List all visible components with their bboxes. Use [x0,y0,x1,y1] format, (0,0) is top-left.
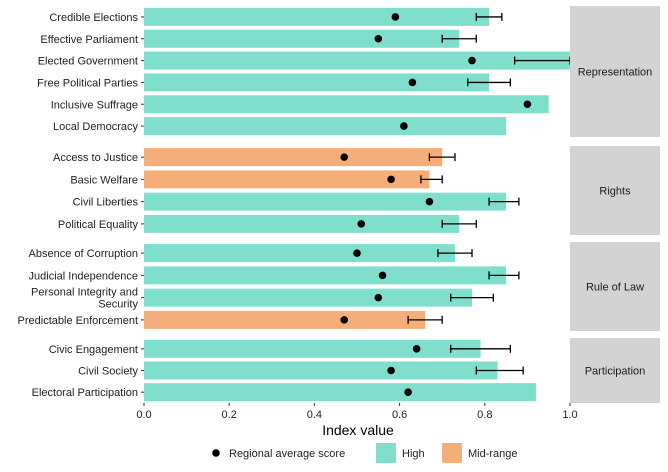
avg-point-civil-society [387,366,395,375]
bar-absence-of-corruption [144,244,455,263]
category-label-civil-liberties: Civil Liberties [73,197,139,209]
strip-participation [570,338,660,403]
panel-rule-of-law: Absence of Corruption Judicial Independen… [18,242,660,331]
category-label-access-to-justice: Access to Justice [53,152,138,164]
category-label-electoral-participation: Electoral Participation [32,387,138,399]
legend-label-high: High [402,448,425,460]
category-label-judicial-independence: Judicial Independence [29,270,138,282]
x-tick-label-1-0: 1.0 [562,409,577,421]
legend-key-high [376,443,396,463]
avg-point-inclusive-suffrage [523,100,532,109]
x-tick-label-0-0: 0.0 [136,409,151,421]
x-tick-label-0-4: 0.4 [307,409,322,421]
strip-rights [570,146,660,235]
bar-predictable-enforcement [144,310,426,329]
legend-key-mid-range [442,443,462,463]
category-label-political-equality: Political Equality [58,219,139,231]
category-label-effective-parliament: Effective Parliament [40,34,138,46]
strip-representation [570,6,660,137]
bar-personal-integrity-and-security [144,288,473,307]
bar-access-to-justice [144,148,443,167]
category-label-basic-welfare: Basic Welfare [70,174,138,186]
avg-point-personal-integrity-and-security [374,293,383,302]
bar-free-political-parties [144,73,490,92]
avg-point-free-political-parties [408,78,417,87]
category-label-credible-elections: Credible Elections [49,12,138,24]
category-label-civil-society: Civil Society [78,366,138,378]
avg-point-civil-liberties [425,197,434,206]
avg-point-electoral-participation [404,388,412,396]
bar-civic-engagement [144,339,481,358]
x-tick-label-0-8: 0.8 [477,409,492,421]
x-axis-title: Index value [322,422,394,438]
category-label-personal-integrity-and-security-line-2: Security [98,299,138,311]
avg-point-effective-parliament [374,34,383,43]
category-label-personal-integrity-and-security-line-1: Personal Integrity and [31,287,138,299]
bar-credible-elections [144,7,490,26]
avg-point-elected-government [468,56,476,65]
avg-point-credible-elections [391,13,400,21]
legend-label-regional-average-score: Regional average score [229,448,345,460]
category-label-free-political-parties: Free Political Parties [37,77,138,89]
bar-basic-welfare [144,170,430,189]
panel-participation: Civic Engagement Civil Society Electoral P… [32,338,660,403]
bar-inclusive-suffrage [144,95,549,114]
bar-effective-parliament [144,29,460,48]
legend: Regional average score High Mid-range [212,443,518,463]
category-label-elected-government: Elected Government [38,56,138,68]
category-label-civic-engagement: Civic Engagement [49,344,138,356]
panel-representation: Credible Elections Effective Parliament El… [37,6,660,137]
x-tick-label-0-6: 0.6 [392,409,407,421]
bar-political-equality [144,214,460,233]
bar-judicial-independence [144,266,507,285]
avg-point-basic-welfare [387,175,395,184]
avg-point-predictable-enforcement [340,316,349,324]
legend-label-mid-range: Mid-range [468,448,518,460]
category-label-absence-of-corruption: Absence of Corruption [29,248,138,260]
category-label-predictable-enforcement: Predictable Enforcement [18,315,138,327]
category-label-inclusive-suffrage: Inclusive Suffrage [51,99,138,111]
strip-label-representation: Representation [578,67,653,79]
strip-label-rights: Rights [599,186,631,198]
avg-point-political-equality [357,220,366,228]
strip-label-participation: Participation [585,366,646,378]
avg-point-absence-of-corruption [353,249,361,257]
category-label-local-democracy: Local Democracy [53,121,138,133]
bar-civil-liberties [144,192,507,211]
bar-local-democracy [144,117,507,136]
bar-electoral-participation [144,383,536,402]
avg-point-local-democracy [400,122,408,130]
panel-background [144,6,570,137]
x-tick-label-0-2: 0.2 [222,409,237,421]
bar-elected-government [144,51,570,70]
panel-rights: Access to Justice Basic Welfare Civil Libe… [53,146,660,235]
strip-label-rule-of-law: Rule of Law [586,282,644,294]
avg-point-access-to-justice [340,153,349,161]
bar-civil-society [144,361,498,380]
strip-rule-of-law [570,242,660,331]
legend-key-regional-average-score [212,449,220,457]
avg-point-civic-engagement [412,345,421,353]
avg-point-judicial-independence [378,271,387,280]
